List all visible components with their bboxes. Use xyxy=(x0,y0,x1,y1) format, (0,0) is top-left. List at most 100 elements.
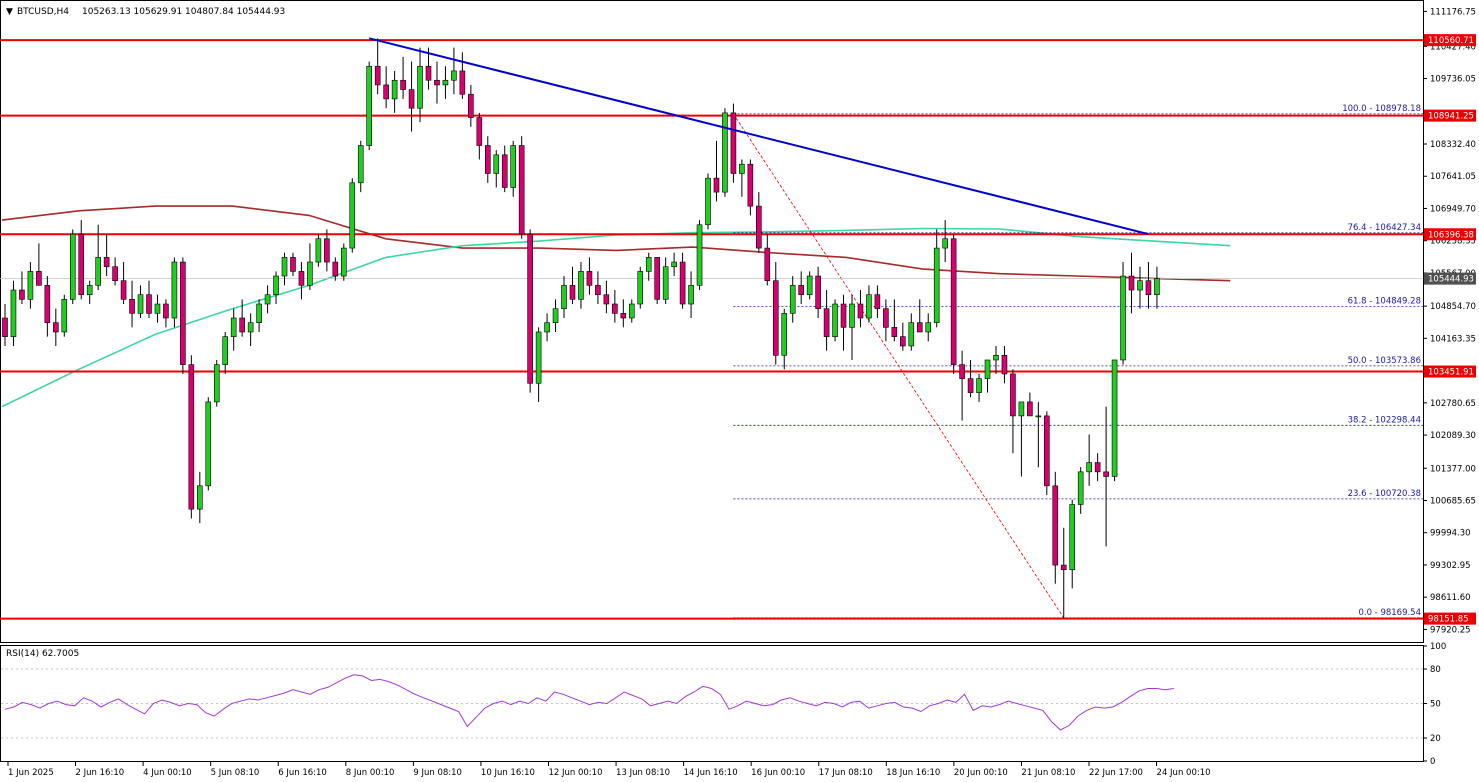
candle xyxy=(281,252,288,286)
rsi-series xyxy=(4,674,1174,731)
candle-body xyxy=(264,294,271,305)
candle xyxy=(578,262,584,309)
candle-body xyxy=(307,261,313,286)
candle xyxy=(2,304,8,346)
candle-body xyxy=(222,336,229,365)
candle xyxy=(569,266,576,305)
candle-body xyxy=(747,163,754,207)
candle-body xyxy=(772,280,779,356)
level-price-badge: 108941.25 xyxy=(1428,112,1474,122)
candle xyxy=(1027,392,1033,417)
candle-body xyxy=(908,322,915,347)
rsi-tick-label: 50 xyxy=(1430,700,1441,710)
candle-body xyxy=(230,317,237,337)
price-tick-label: 99302.95 xyxy=(1430,561,1471,571)
price-tick-label: 97920.25 xyxy=(1430,625,1471,635)
candle-body xyxy=(129,299,135,314)
candle xyxy=(637,266,644,309)
candle-body xyxy=(19,289,25,300)
fib-level-label: 76.4 - 106427.34 xyxy=(1348,223,1421,233)
candle-body xyxy=(586,271,593,286)
candle-body xyxy=(993,354,999,361)
candle-body xyxy=(27,271,34,300)
candle xyxy=(19,271,25,305)
candle-body xyxy=(696,224,703,286)
rsi-title: RSI(14) 62.7005 xyxy=(6,649,79,659)
candle-body xyxy=(247,322,254,333)
candle xyxy=(357,140,364,193)
candle xyxy=(874,285,881,319)
candle-body xyxy=(832,303,838,337)
candle xyxy=(374,38,381,95)
candle-body xyxy=(425,65,432,81)
candle-body xyxy=(180,261,186,365)
candle xyxy=(1111,359,1118,482)
candle xyxy=(501,145,508,193)
time-tick-label: 2 Jun 16:10 xyxy=(76,768,125,778)
price-tick-label: 98611.60 xyxy=(1430,593,1471,603)
candle xyxy=(264,285,271,314)
rsi-tick-label: 100 xyxy=(1430,642,1446,652)
horizontal-levels[interactable] xyxy=(0,39,1423,620)
descending-trendline[interactable] xyxy=(368,37,1149,236)
candle-body xyxy=(1111,359,1118,477)
candle-body xyxy=(535,331,542,384)
price-tick-label: 102089.30 xyxy=(1430,431,1476,441)
candle-body xyxy=(1018,401,1025,417)
candle-body xyxy=(798,285,804,295)
candle xyxy=(916,299,923,333)
candle-body xyxy=(815,275,821,309)
candle-body xyxy=(518,145,525,235)
price-badges: 110560.71 108941.25 106396.38 103451.91 9815… xyxy=(1424,34,1476,625)
candle xyxy=(730,103,737,183)
candle xyxy=(891,299,898,342)
time-tick-label: 14 Jun 16:10 xyxy=(684,768,738,778)
price-tick-label: 109736.05 xyxy=(1430,75,1476,85)
candle xyxy=(129,280,135,328)
candle xyxy=(764,234,771,286)
candle xyxy=(400,56,406,99)
candle-body xyxy=(137,294,144,314)
candle-body xyxy=(612,303,618,314)
candle xyxy=(383,66,389,109)
candle xyxy=(645,252,652,281)
candle xyxy=(1120,262,1126,365)
candle xyxy=(518,136,525,239)
candle xyxy=(535,327,542,402)
candle-body xyxy=(840,303,847,328)
candle xyxy=(942,220,948,263)
candle-body xyxy=(781,313,788,356)
rsi-tick-label: 20 xyxy=(1430,734,1441,744)
time-tick-label: 9 Jun 08:10 xyxy=(413,768,462,778)
candle-body xyxy=(1120,275,1126,361)
candle xyxy=(993,345,999,374)
candle xyxy=(688,271,694,319)
candle xyxy=(425,47,432,90)
candle xyxy=(484,136,491,183)
candle-body xyxy=(2,317,8,337)
time-axis: 1 Jun 2025 2 Jun 16:10 4 Jun 00:10 5 Jun 08… xyxy=(7,762,1211,778)
candle xyxy=(230,308,237,351)
candle-body xyxy=(544,322,550,333)
candle xyxy=(137,285,144,319)
time-tick-label: 10 Jun 16:10 xyxy=(481,768,535,778)
candle-body xyxy=(298,271,305,286)
candle xyxy=(789,276,796,323)
candle-body xyxy=(103,257,110,268)
candle xyxy=(78,220,85,300)
candle-body xyxy=(171,261,178,319)
candle xyxy=(527,229,533,393)
trendlines[interactable] xyxy=(368,37,1149,236)
candle-body xyxy=(1035,415,1042,418)
candle xyxy=(434,61,440,104)
candle-body xyxy=(366,65,373,146)
candle-body xyxy=(764,247,771,282)
candle xyxy=(806,271,813,300)
candle xyxy=(967,359,974,398)
candle-body xyxy=(1052,485,1059,566)
candle-body xyxy=(1060,564,1067,571)
candle xyxy=(163,299,169,328)
price-tick-label: 102780.65 xyxy=(1430,399,1476,409)
level-price-badge-bg xyxy=(1424,109,1476,122)
